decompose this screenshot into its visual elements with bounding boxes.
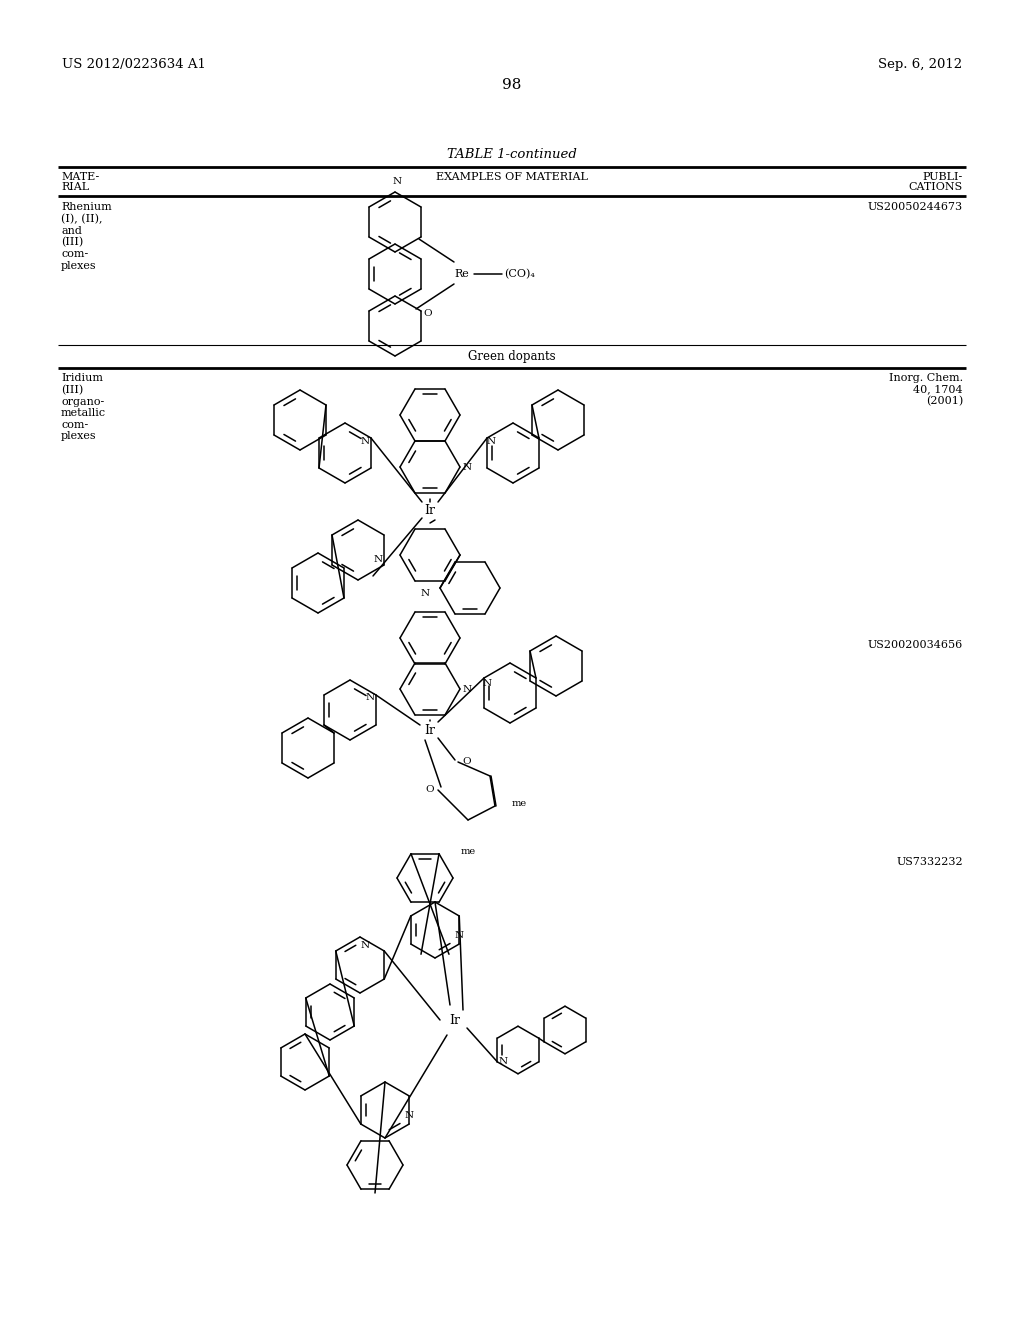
Text: Re: Re xyxy=(455,269,469,279)
Text: N: N xyxy=(374,556,383,565)
Text: (CO)₄: (CO)₄ xyxy=(504,269,535,279)
Text: N: N xyxy=(486,437,496,446)
Text: N: N xyxy=(360,940,370,949)
Text: Rhenium
(I), (II),
and
(III)
com-
plexes: Rhenium (I), (II), and (III) com- plexes xyxy=(61,202,112,271)
Text: US7332232: US7332232 xyxy=(896,857,963,867)
Text: US20050244673: US20050244673 xyxy=(868,202,963,213)
Text: N: N xyxy=(421,589,429,598)
Text: N: N xyxy=(392,177,401,186)
Text: N: N xyxy=(366,693,375,702)
Text: O: O xyxy=(462,758,471,767)
Text: N: N xyxy=(483,678,492,688)
Text: CATIONS: CATIONS xyxy=(908,182,963,191)
Text: TABLE 1-continued: TABLE 1-continued xyxy=(447,148,577,161)
Text: EXAMPLES OF MATERIAL: EXAMPLES OF MATERIAL xyxy=(436,172,588,182)
Text: O: O xyxy=(423,309,431,318)
Text: MATE-: MATE- xyxy=(61,172,99,182)
Text: N: N xyxy=(463,462,472,471)
Text: N: N xyxy=(455,931,464,940)
Text: Inorg. Chem.
40, 1704
(2001): Inorg. Chem. 40, 1704 (2001) xyxy=(889,374,963,407)
Text: Iridium
(III)
organo-
metallic
com-
plexes: Iridium (III) organo- metallic com- plex… xyxy=(61,374,106,441)
Text: Green dopants: Green dopants xyxy=(468,350,556,363)
Text: N: N xyxy=(406,1110,414,1119)
Text: Ir: Ir xyxy=(425,723,435,737)
Text: US20020034656: US20020034656 xyxy=(867,640,963,649)
Text: N: N xyxy=(361,437,370,446)
Text: Sep. 6, 2012: Sep. 6, 2012 xyxy=(878,58,962,71)
Text: N: N xyxy=(499,1057,508,1067)
Text: RIAL: RIAL xyxy=(61,182,89,191)
Text: PUBLI-: PUBLI- xyxy=(923,172,963,182)
Text: N: N xyxy=(463,685,472,693)
Text: Ir: Ir xyxy=(425,503,435,516)
Text: me: me xyxy=(461,847,475,855)
Text: US 2012/0223634 A1: US 2012/0223634 A1 xyxy=(62,58,206,71)
Text: O: O xyxy=(425,785,434,795)
Text: Ir: Ir xyxy=(450,1014,461,1027)
Text: 98: 98 xyxy=(503,78,521,92)
Text: me: me xyxy=(512,799,527,808)
